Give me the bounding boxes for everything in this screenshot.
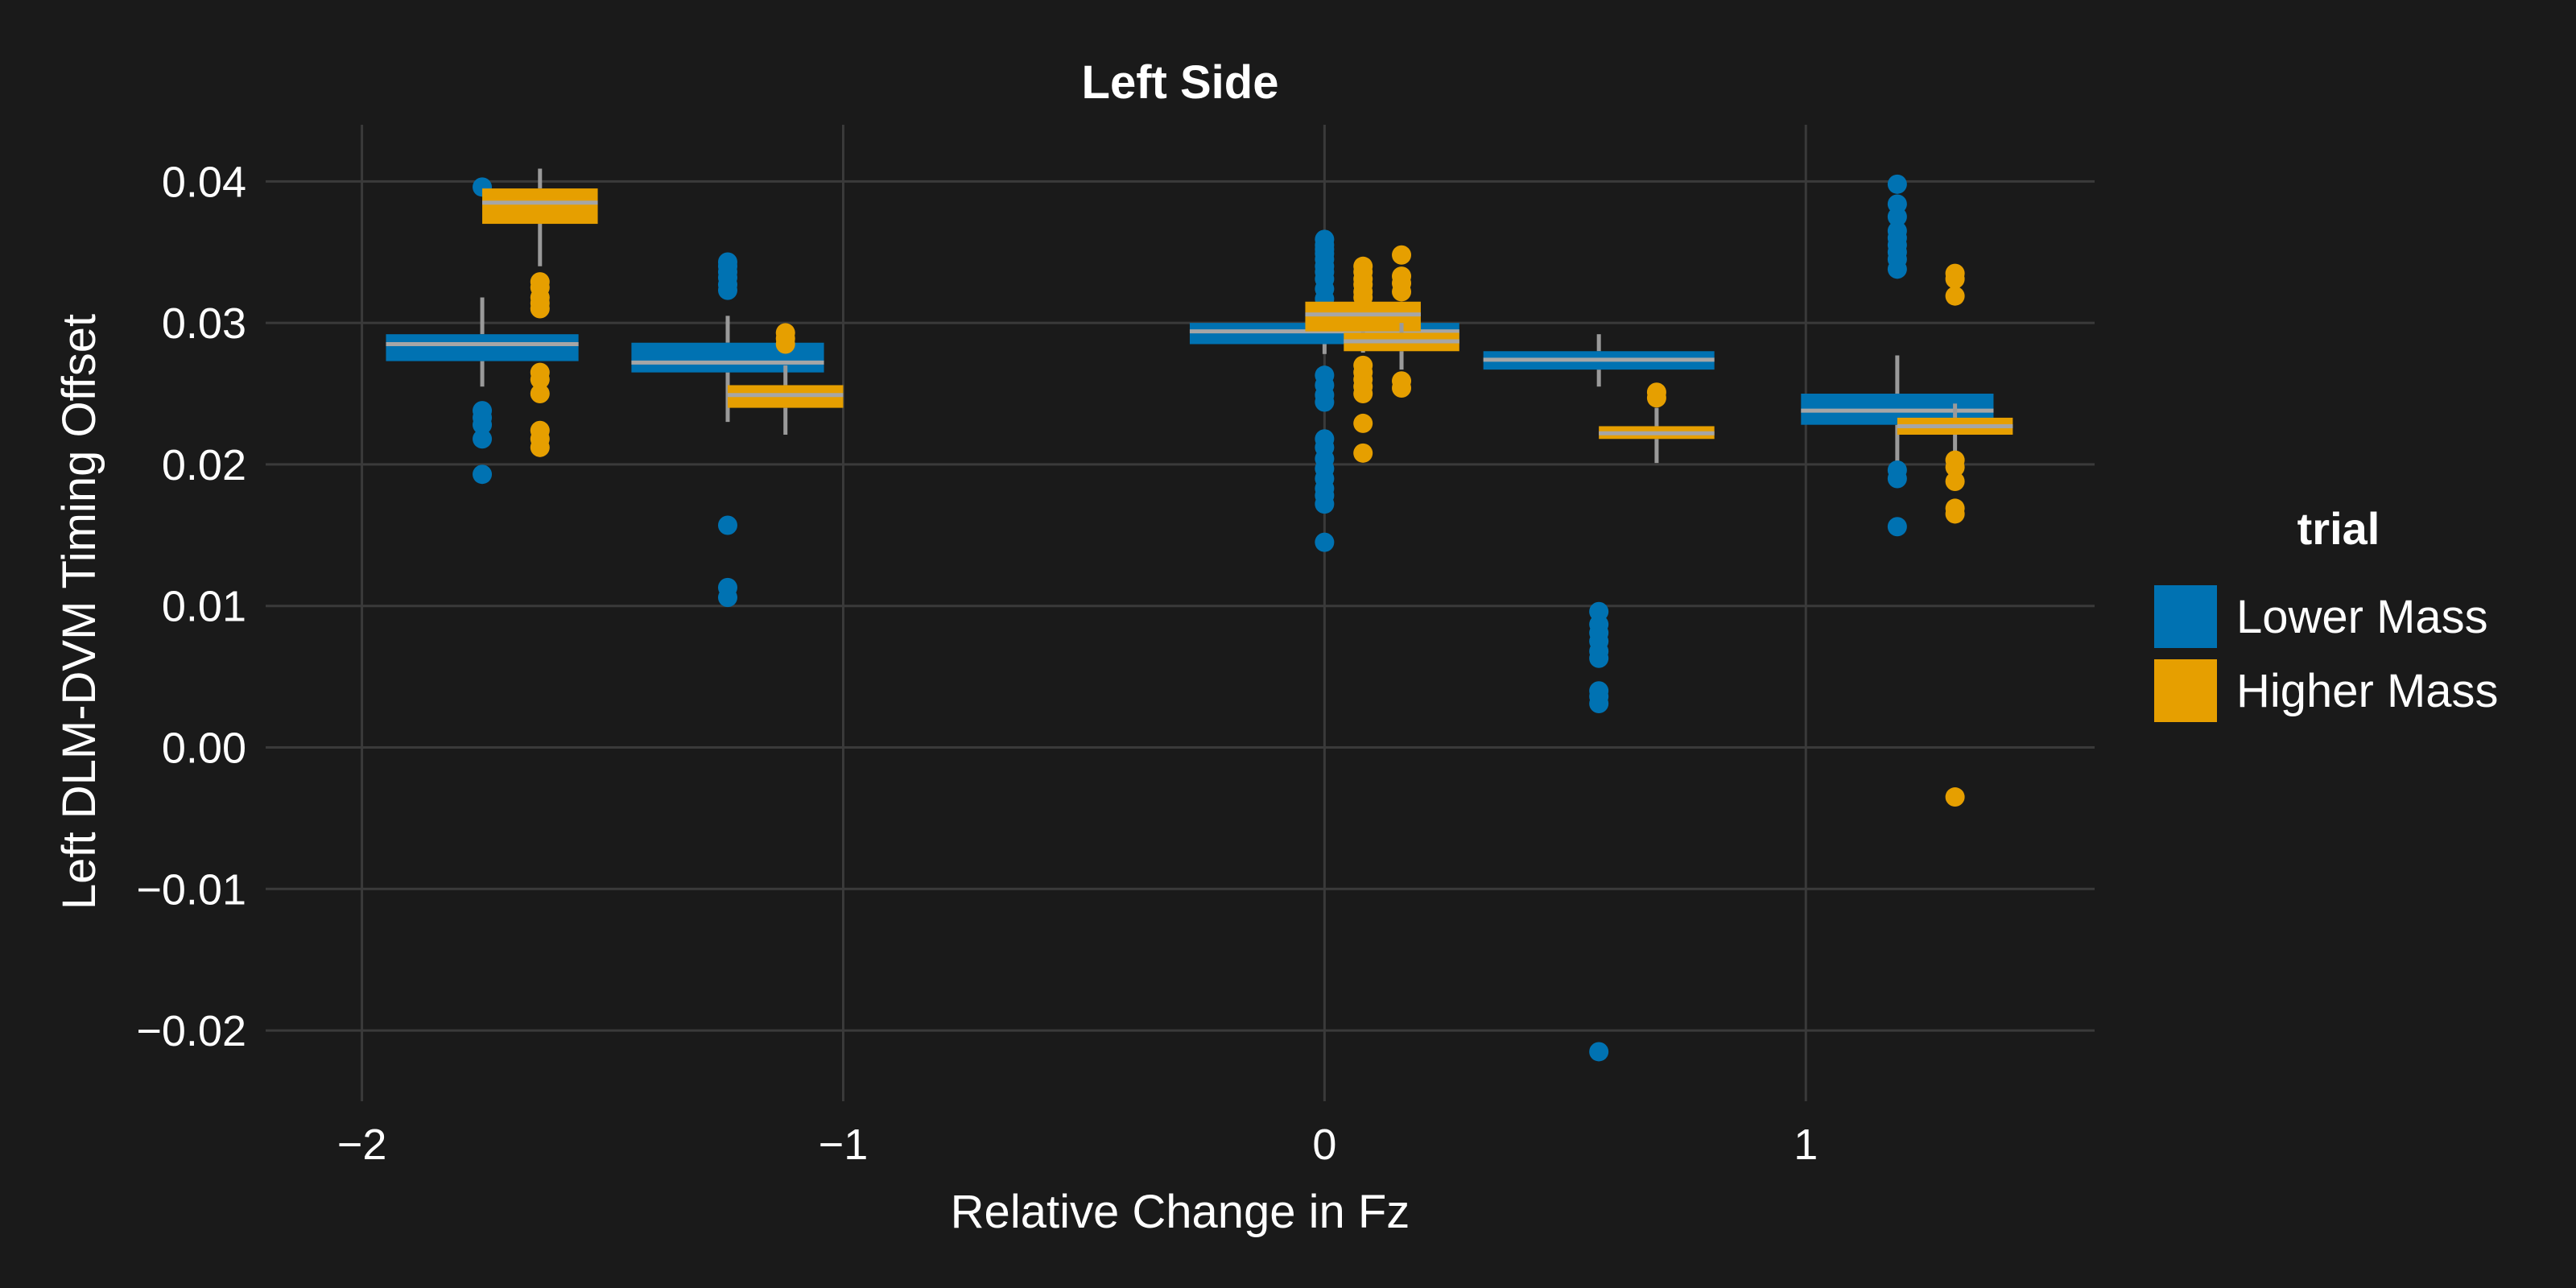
legend: trial Lower Mass Higher Mass: [2154, 503, 2499, 722]
y-tick-label: 0.03: [162, 299, 246, 348]
y-axis-title: Left DLM-DVM Timing Offset: [53, 314, 105, 910]
outlier-point: [1315, 494, 1335, 514]
y-tick-label: 0.04: [162, 158, 246, 206]
outlier-point: [1887, 469, 1907, 489]
outlier-point: [1589, 1042, 1609, 1062]
outlier-point: [1315, 392, 1335, 412]
y-tick-label: 0.02: [162, 441, 246, 489]
legend-swatch: [2154, 585, 2217, 648]
x-tick-label: 1: [1794, 1121, 1818, 1169]
y-tick-label: −0.01: [136, 865, 246, 914]
outlier-point: [1945, 286, 1965, 306]
outlier-point: [1392, 378, 1412, 398]
outlier-point: [1589, 694, 1609, 714]
axes: −0.02 −0.01 0.00 0.01 0.02 0.03 0.04 −2 −1 0 1: [136, 158, 1818, 1169]
outlier-point: [530, 384, 550, 404]
outlier-point: [1646, 388, 1666, 408]
plot-marks: [386, 168, 2013, 1062]
outlier-point: [473, 464, 493, 485]
box: [386, 334, 579, 361]
x-tick-label: −1: [819, 1121, 869, 1169]
outlier-point: [1887, 259, 1907, 279]
outlier-point: [473, 415, 493, 435]
outlier-point: [530, 369, 550, 390]
outlier-point: [530, 299, 550, 319]
legend-swatch: [2154, 659, 2217, 722]
y-tick-label: −0.02: [136, 1007, 246, 1055]
outlier-point: [717, 588, 737, 608]
outlier-point: [717, 515, 737, 535]
grid: [266, 125, 2095, 1101]
outlier-point: [717, 280, 737, 300]
outlier-point: [1392, 245, 1412, 265]
legend-label: Lower Mass: [2236, 591, 2488, 643]
outlier-point: [1315, 532, 1335, 552]
outlier-point: [1315, 239, 1335, 259]
outlier-point: [1353, 384, 1373, 404]
legend-title: trial: [2297, 503, 2380, 554]
outlier-point: [473, 429, 493, 449]
box: [631, 342, 824, 373]
outlier-point: [1353, 413, 1373, 433]
outlier-point: [1887, 174, 1907, 194]
y-tick-label: 0.00: [162, 724, 246, 773]
outlier-point: [1887, 207, 1907, 227]
outlier-point: [1353, 287, 1373, 308]
y-tick-label: 0.01: [162, 583, 246, 631]
outlier-point: [1945, 504, 1965, 524]
series-higher-mass: [482, 168, 2013, 807]
chart-title: Left Side: [1082, 56, 1279, 109]
outlier-point: [1945, 472, 1965, 492]
outlier-point: [1945, 269, 1965, 289]
x-tick-label: 0: [1312, 1121, 1336, 1169]
x-tick-label: −2: [337, 1121, 387, 1169]
outlier-point: [1887, 517, 1907, 537]
series-lower-mass: [386, 174, 1994, 1062]
outlier-point: [1589, 648, 1609, 668]
outlier-point: [1353, 443, 1373, 463]
box: [482, 188, 598, 225]
outlier-point: [1945, 457, 1965, 477]
outlier-point: [530, 437, 550, 457]
outlier-point: [1945, 787, 1965, 807]
outlier-point: [775, 334, 795, 354]
outlier-point: [1392, 282, 1412, 302]
legend-label: Higher Mass: [2236, 665, 2499, 717]
x-axis-title: Relative Change in Fz: [951, 1186, 1410, 1238]
